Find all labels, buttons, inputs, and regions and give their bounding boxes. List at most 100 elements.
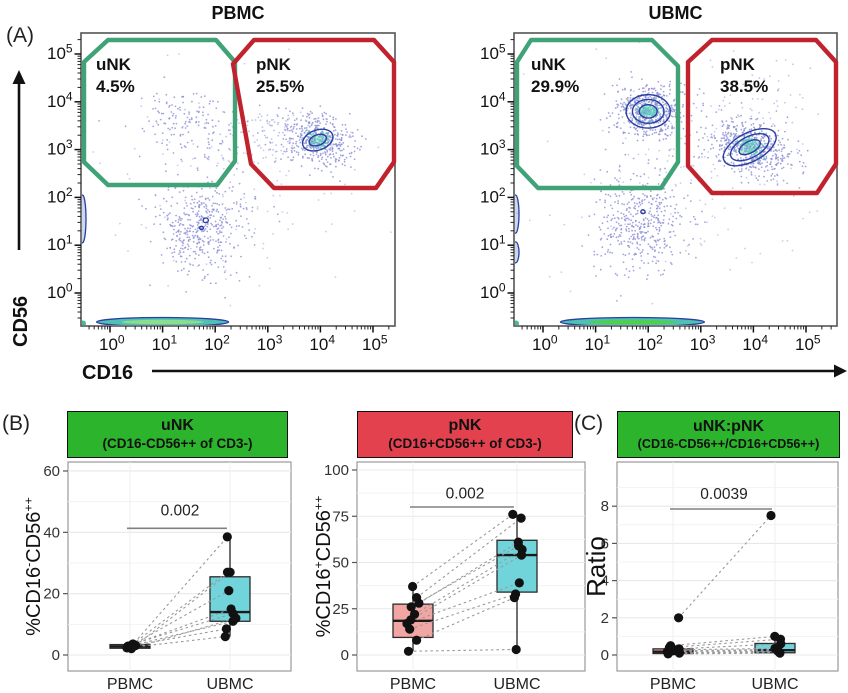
y-axis-label-cd56: CD56 [10, 296, 32, 347]
y-tick-label: 100 [324, 462, 349, 479]
y-tick-label: 104 [480, 89, 506, 110]
data-point [414, 598, 424, 608]
x-tick-label: 102 [637, 333, 663, 354]
pair-connector-line [131, 636, 226, 648]
data-point [766, 510, 776, 521]
gate-pnk [230, 37, 397, 191]
data-point [674, 648, 685, 658]
y-tick-label: 40 [43, 524, 60, 541]
y-tick-label: 105 [47, 42, 73, 63]
axis-ticks: 100 101 102 103 104 105 100 101 102 103 104 105 [480, 39, 832, 354]
pair-connector-line [135, 571, 231, 646]
data-point [403, 646, 414, 656]
y-tick-label: 103 [47, 137, 73, 158]
y-axis-label: %CD16-CD56++ [21, 497, 45, 636]
pair-connector-line [414, 549, 523, 615]
gate-percentage: 4.5% [96, 77, 135, 96]
gate-percentage: 29.9% [531, 77, 579, 96]
scatter-points [82, 48, 392, 325]
pair-connector-line [134, 628, 227, 646]
y-tick-label: 0 [341, 647, 349, 664]
scatter-points [515, 41, 819, 325]
data-point [516, 550, 527, 560]
data-point [508, 509, 518, 519]
y-tick-label: 101 [480, 233, 506, 254]
pair-connector-line [412, 513, 514, 587]
pair-connector-line [131, 571, 228, 646]
pair-connector-line [678, 515, 772, 619]
p-value: 0.002 [161, 502, 200, 519]
x-tick-label: 104 [742, 333, 768, 354]
pair-connector-line [409, 593, 516, 630]
x-tick-label: 101 [585, 333, 611, 354]
data-point [509, 593, 519, 603]
y-axis-label: Ratio [581, 536, 611, 597]
pair-connector-line [130, 536, 228, 648]
data-point [228, 616, 238, 626]
data-point [674, 613, 684, 623]
y-tick-label: 8 [601, 498, 609, 515]
category-label-pbmc: PBMC [390, 676, 436, 693]
category-label-ubmc: UBMC [751, 676, 798, 693]
data-point [775, 648, 785, 658]
data-point [221, 624, 231, 634]
data-point [220, 632, 230, 642]
data-point [127, 642, 137, 652]
gate-unk [81, 37, 238, 188]
pair-connector-line [669, 638, 781, 649]
y-tick-label: 6 [601, 535, 609, 552]
pair-connector-line [127, 620, 234, 647]
y-tick-label: 101 [47, 233, 73, 254]
gate-pnk [685, 37, 839, 196]
flow-plot-ubmc: 100 101 102 103 104 105 100 101 102 103 104 105 uNK 2… [480, 32, 839, 354]
data-point [516, 513, 526, 523]
data-point [222, 567, 233, 577]
x-tick-label: 102 [204, 333, 230, 354]
p-value: 0.002 [446, 486, 485, 503]
data-point [663, 649, 673, 659]
category-label-pbmc: PBMC [107, 676, 153, 693]
pair-connector-line [679, 643, 781, 650]
data-point [224, 586, 234, 596]
gate-unk [514, 37, 681, 191]
data-point [412, 635, 422, 645]
x-tick-label: 103 [257, 333, 283, 354]
gate-label: pNK [256, 55, 292, 74]
pair-connector-line [670, 635, 775, 647]
y-tick-label: 2 [601, 610, 609, 627]
gate-label: uNK [531, 55, 567, 74]
data-point [405, 624, 415, 634]
y-tick-label: 100 [47, 281, 73, 302]
category-label-ubmc: UBMC [493, 676, 540, 693]
y-tick-label: 102 [47, 185, 73, 206]
x-tick-label: 105 [795, 333, 821, 354]
y-tick-label: 0 [601, 647, 609, 664]
y-tick-label: 25 [332, 601, 349, 618]
x-axis-arrowhead [834, 364, 847, 378]
boxplot-box_pnk: 0 25 50 75 100 PBMC UBMC %CD16+CD56++ 0.002 [311, 461, 586, 693]
x-tick-label: 104 [309, 333, 335, 354]
y-tick-label: 104 [47, 89, 73, 110]
data-point [511, 644, 521, 655]
pair-connector-line [667, 649, 779, 653]
data-point [222, 532, 232, 542]
p-value: 0.0039 [700, 486, 747, 503]
data-point [406, 602, 416, 612]
y-axis-arrowhead [12, 70, 26, 84]
pair-connector-line [408, 648, 517, 652]
axis-ticks: 100 101 102 103 104 105 100 101 102 103 104 105 [47, 39, 390, 354]
boxplot-box_unk: 0 20 40 60 PBMC UBMC %CD16-CD56++ 0.002 [21, 461, 292, 693]
boxplot-box_ratio: 0 2 4 6 8 PBMC UBMC Ratio 0.0039 [581, 461, 839, 693]
data-point [514, 578, 524, 588]
gate-percentage: 38.5% [720, 77, 768, 96]
flow-axis-arrows: CD16 CD56 [10, 70, 847, 384]
pair-connector-line [668, 652, 780, 655]
x-tick-label: 101 [152, 333, 178, 354]
y-tick-label: 105 [480, 42, 506, 63]
y-tick-label: 102 [480, 185, 506, 206]
flow-plot-pbmc: 100 101 102 103 104 105 100 101 102 103 104 105 uNK 4… [47, 32, 397, 354]
y-tick-label: 20 [43, 586, 60, 603]
y-tick-label: 103 [480, 137, 506, 158]
